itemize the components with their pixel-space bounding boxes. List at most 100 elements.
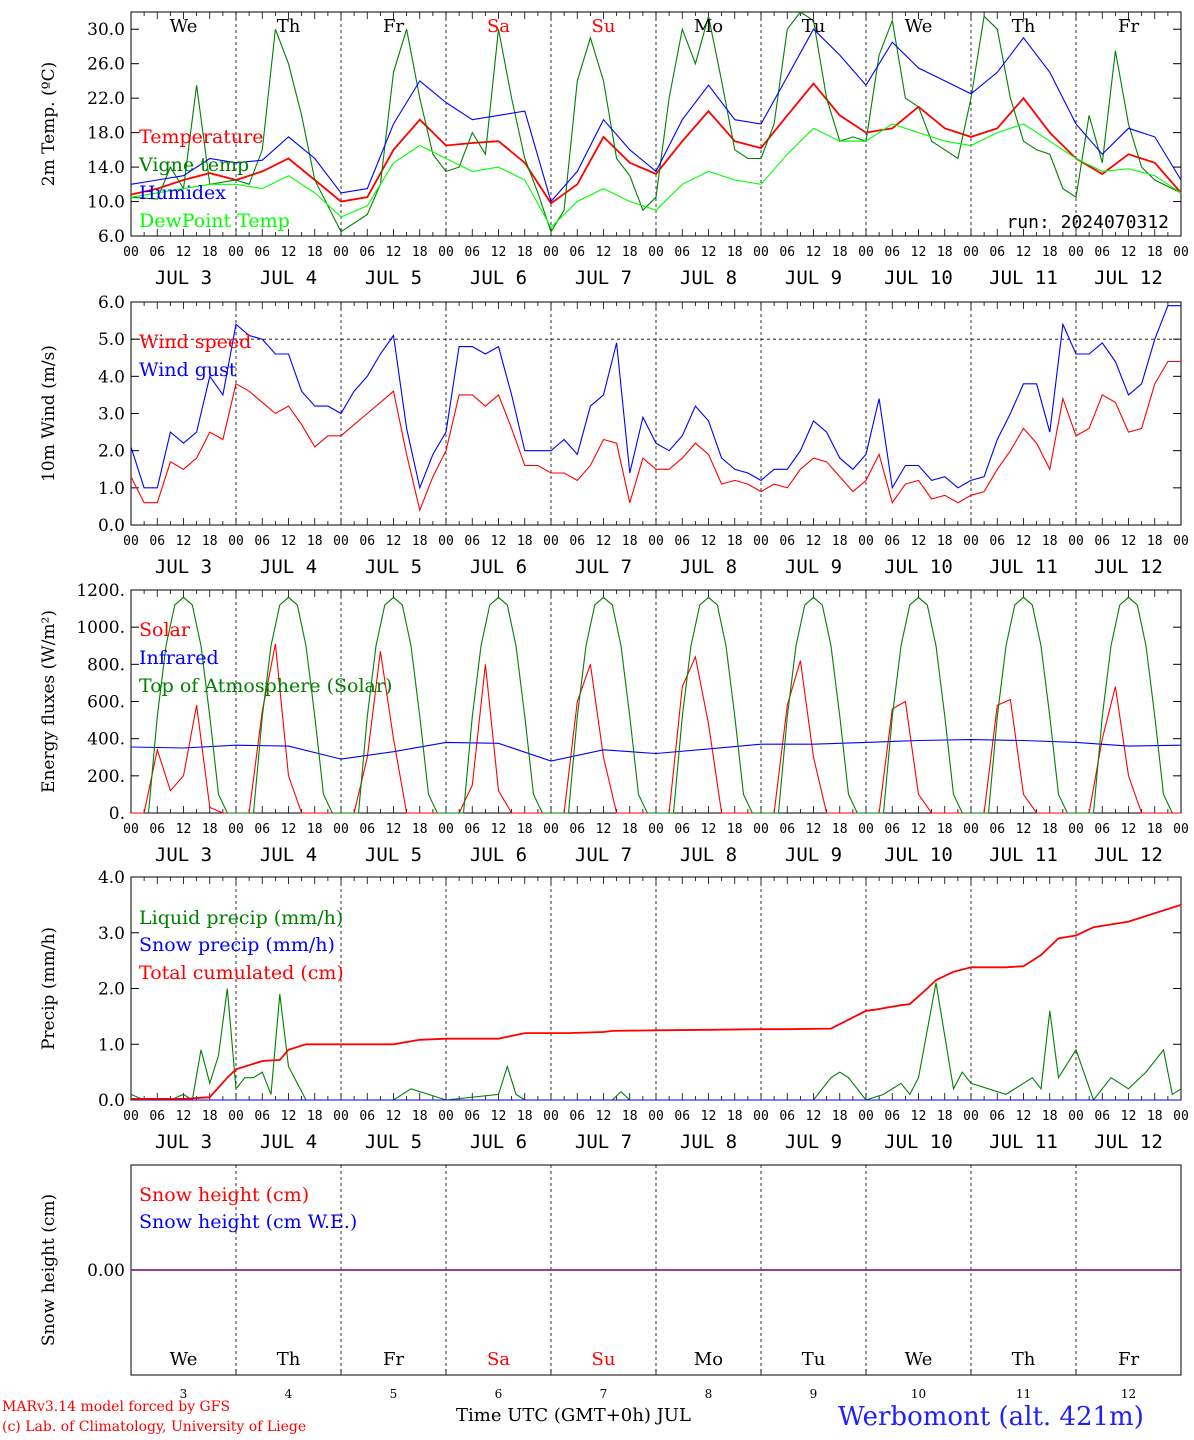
date-label: JUL 6 bbox=[470, 556, 527, 578]
y-axis-title: Precip (mm/h) bbox=[39, 927, 59, 1050]
hour-label: 18 bbox=[622, 534, 638, 549]
hour-label: 18 bbox=[202, 1109, 218, 1124]
weekday-label-top: Su bbox=[592, 16, 616, 37]
legend-entry: Snow height (cm W.E.) bbox=[139, 1211, 357, 1233]
hour-label: 06 bbox=[989, 822, 1005, 837]
legend-entry: DewPoint Temp bbox=[139, 210, 290, 232]
hour-label: 00 bbox=[123, 245, 139, 260]
hour-label: 00 bbox=[1068, 534, 1084, 549]
date-label: JUL 7 bbox=[575, 844, 632, 866]
hour-label: 18 bbox=[412, 1109, 428, 1124]
hour-label: 06 bbox=[359, 534, 375, 549]
hour-label: 18 bbox=[1147, 245, 1163, 260]
hour-label: 06 bbox=[989, 1109, 1005, 1124]
hour-label: 12 bbox=[491, 1109, 507, 1124]
hour-label: 18 bbox=[832, 245, 848, 260]
model-credit: MARv3.14 model forced by GFS bbox=[2, 1399, 231, 1415]
hour-label: 18 bbox=[727, 245, 743, 260]
hour-label: 00 bbox=[438, 1109, 454, 1124]
weekday-label-bottom: Th bbox=[1012, 1349, 1036, 1370]
y-tick-label: 5.0 bbox=[98, 330, 125, 350]
date-label: JUL 5 bbox=[365, 1131, 422, 1153]
hour-label: 12 bbox=[281, 1109, 297, 1124]
hour-label: 12 bbox=[386, 822, 402, 837]
hour-label: 12 bbox=[596, 534, 612, 549]
hour-label: 18 bbox=[412, 534, 428, 549]
weekday-label-bottom: We bbox=[905, 1349, 933, 1370]
series-infrared bbox=[130, 739, 1182, 762]
y-axis-title: Energy fluxes (W/m²) bbox=[39, 610, 59, 793]
y-tick-label: 1.0 bbox=[98, 1035, 125, 1055]
hour-label: 06 bbox=[254, 245, 270, 260]
hour-label: 18 bbox=[517, 534, 533, 549]
hour-label: 06 bbox=[674, 534, 690, 549]
hour-label: 00 bbox=[1173, 245, 1189, 260]
hour-label: 12 bbox=[281, 822, 297, 837]
legend-entry: Vigne temp bbox=[138, 154, 249, 176]
hour-label: 06 bbox=[464, 534, 480, 549]
hour-label: 06 bbox=[674, 1109, 690, 1124]
hour-label: 18 bbox=[202, 245, 218, 260]
day-number: 12 bbox=[1121, 1387, 1136, 1401]
date-label: JUL 3 bbox=[155, 1131, 212, 1153]
legend-entry: Wind gust bbox=[139, 359, 237, 381]
hour-label: 00 bbox=[858, 1109, 874, 1124]
y-tick-label: 4.0 bbox=[98, 367, 125, 387]
hour-label: 06 bbox=[149, 245, 165, 260]
hour-label: 18 bbox=[727, 822, 743, 837]
hour-label: 00 bbox=[753, 534, 769, 549]
date-label: JUL 6 bbox=[470, 267, 527, 289]
hour-label: 18 bbox=[1147, 1109, 1163, 1124]
hour-label: 06 bbox=[779, 534, 795, 549]
series-total-cumulated-cm bbox=[131, 904, 1182, 1100]
weekday-label-top: Fr bbox=[383, 16, 404, 37]
hour-label: 12 bbox=[701, 1109, 717, 1124]
date-label: JUL 5 bbox=[365, 556, 422, 578]
y-tick-label: 26.0 bbox=[87, 55, 125, 75]
hour-label: 00 bbox=[858, 534, 874, 549]
hour-label: 12 bbox=[1121, 1109, 1137, 1124]
hour-label: 18 bbox=[622, 245, 638, 260]
hour-label: 12 bbox=[1016, 1109, 1032, 1124]
hour-label: 12 bbox=[386, 245, 402, 260]
legend-entry: Infrared bbox=[139, 647, 219, 669]
hour-label: 12 bbox=[596, 1109, 612, 1124]
hour-label: 00 bbox=[123, 1109, 139, 1124]
hour-label: 00 bbox=[963, 534, 979, 549]
hour-label: 06 bbox=[569, 1109, 585, 1124]
hour-label: 12 bbox=[491, 822, 507, 837]
hour-label: 00 bbox=[858, 822, 874, 837]
y-tick-label: 3.0 bbox=[98, 924, 125, 944]
y-tick-label: 0.00 bbox=[87, 1261, 125, 1281]
hour-label: 06 bbox=[779, 245, 795, 260]
hour-label: 06 bbox=[884, 534, 900, 549]
hour-label: 00 bbox=[963, 1109, 979, 1124]
y-axis-title: 2m Temp. (ºC) bbox=[39, 62, 59, 187]
date-label: JUL 9 bbox=[785, 267, 842, 289]
hour-label: 18 bbox=[727, 1109, 743, 1124]
hour-label: 12 bbox=[386, 1109, 402, 1124]
hour-label: 12 bbox=[491, 245, 507, 260]
hour-label: 18 bbox=[1042, 1109, 1058, 1124]
hour-label: 06 bbox=[1094, 245, 1110, 260]
hour-label: 06 bbox=[674, 822, 690, 837]
y-tick-label: 400. bbox=[87, 730, 125, 750]
date-label: JUL 8 bbox=[680, 844, 737, 866]
hour-label: 00 bbox=[963, 245, 979, 260]
legend-entry: Liquid precip (mm/h) bbox=[139, 907, 343, 929]
hour-label: 12 bbox=[176, 1109, 192, 1124]
hour-label: 00 bbox=[543, 245, 559, 260]
hour-label: 06 bbox=[674, 245, 690, 260]
weekday-label-bottom: Th bbox=[277, 1349, 301, 1370]
hour-label: 12 bbox=[806, 534, 822, 549]
hour-label: 18 bbox=[1147, 822, 1163, 837]
weekday-label-top: Tu bbox=[802, 16, 826, 37]
hour-label: 06 bbox=[569, 534, 585, 549]
y-tick-label: 200. bbox=[87, 767, 125, 787]
hour-label: 00 bbox=[333, 822, 349, 837]
date-label: JUL 12 bbox=[1094, 556, 1163, 578]
hour-label: 00 bbox=[648, 822, 664, 837]
date-label: JUL 5 bbox=[365, 844, 422, 866]
copyright-credit: (c) Lab. of Climatology, University of L… bbox=[2, 1419, 307, 1435]
date-label: JUL 3 bbox=[155, 844, 212, 866]
